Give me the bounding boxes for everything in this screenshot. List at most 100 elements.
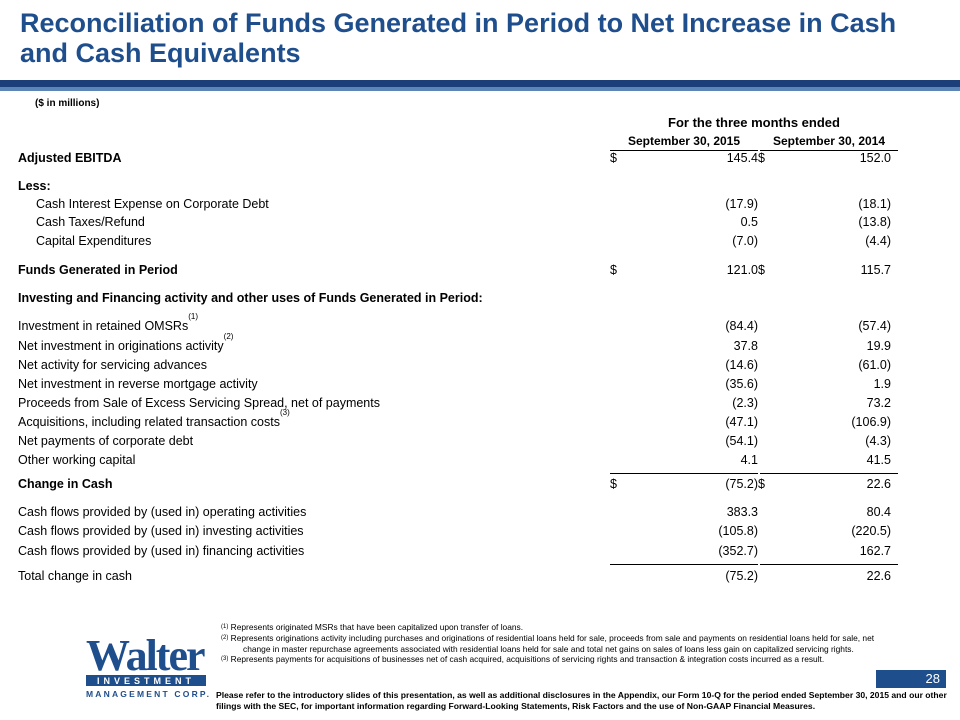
table-row: Change in Cash $ (75.2) $ 22.6: [18, 476, 898, 493]
header-rule-light: [0, 87, 960, 91]
table-row: Net activity for servicing advances (14.…: [18, 357, 898, 374]
subtotal-rule: [760, 473, 898, 474]
value-2015: (352.7): [718, 544, 758, 558]
table-row: Proceeds from Sale of Excess Servicing S…: [18, 395, 898, 412]
row-label: Net payments of corporate debt: [18, 434, 194, 448]
value-2015: (35.6): [725, 377, 758, 391]
currency-symbol: $: [610, 263, 617, 277]
row-label: Change in Cash: [18, 477, 113, 491]
table-row: Net investment in reverse mortgage activ…: [18, 376, 898, 393]
table-row: Investment in retained OMSRs(1) (84.4) (…: [18, 313, 898, 335]
header-rule-dark: [0, 80, 960, 87]
footnote-ref: (3): [279, 408, 290, 417]
column-header-2014: September 30, 2014: [760, 134, 898, 151]
logo-wordmark: Walter: [86, 631, 205, 680]
value-2015: (105.8): [718, 524, 758, 538]
currency-symbol: $: [758, 263, 765, 277]
row-label: Cash flows provided by (used in) investi…: [18, 524, 304, 538]
row-label: Total change in cash: [18, 569, 132, 583]
subtotal-rule: [610, 564, 758, 565]
table-row: Cash flows provided by (used in) investi…: [18, 523, 898, 540]
row-label: Less:: [18, 179, 51, 193]
row-label: Cash Interest Expense on Corporate Debt: [36, 197, 269, 211]
table-row: Acquisitions, including related transact…: [18, 408, 898, 431]
row-label: Net investment in reverse mortgage activ…: [18, 377, 258, 391]
currency-symbol: $: [758, 151, 765, 165]
value-2015: (14.6): [725, 358, 758, 372]
value-2015: 121.0: [726, 263, 758, 277]
value-2014: 115.7: [860, 263, 891, 277]
subtotal-rule: [610, 473, 758, 474]
value-2015: (17.9): [725, 197, 758, 211]
value-2015: 383.3: [726, 505, 758, 519]
period-header: For the three months ended: [668, 115, 840, 130]
walter-investment-logo: Walter INVESTMENT MANAGEMENT CORP.: [86, 631, 211, 699]
table-row: Other working capital 4.1 41.5: [18, 452, 898, 469]
row-label: Funds Generated in Period: [18, 263, 178, 277]
footnotes: (1) Represents originated MSRs that have…: [221, 622, 956, 665]
table-row: Funds Generated in Period $ 121.0 $ 115.…: [18, 262, 898, 279]
disclaimer: Please refer to the introductory slides …: [216, 690, 947, 711]
value-2014: 80.4: [866, 505, 891, 519]
table-row: Cash Taxes/Refund 0.5 (13.8): [18, 214, 898, 231]
value-2014: (220.5): [851, 524, 891, 538]
subtotal-rule: [760, 564, 898, 565]
value-2015: (2.3): [732, 396, 758, 410]
value-2014: (13.8): [858, 215, 891, 229]
value-2014: (4.3): [865, 434, 891, 448]
logo-line1: INVESTMENT: [97, 676, 195, 686]
row-label: Proceeds from Sale of Excess Servicing S…: [18, 396, 380, 410]
table-row: Cash flows provided by (used in) financi…: [18, 543, 898, 560]
table-row: Net payments of corporate debt (54.1) (4…: [18, 433, 898, 450]
value-2014: 73.2: [866, 396, 891, 410]
footnote-3: (3) Represents payments for acquisitions…: [221, 654, 825, 665]
footnote-1: (1) Represents originated MSRs that have…: [221, 622, 524, 632]
row-label: Other working capital: [18, 453, 136, 467]
column-header-2015: September 30, 2015: [610, 134, 758, 151]
footnote-ref: (1): [188, 312, 198, 321]
value-2015: (75.2): [725, 477, 758, 491]
table-row: Cash flows provided by (used in) operati…: [18, 504, 898, 521]
value-2014: 41.5: [866, 453, 891, 467]
value-2014: 152.0: [859, 151, 891, 165]
row-label: Capital Expenditures: [36, 234, 152, 248]
currency-symbol: $: [610, 151, 617, 165]
units-note: ($ in millions): [35, 98, 100, 109]
table-row: Total change in cash (75.2) 22.6: [18, 568, 898, 585]
value-2014: 162.7: [859, 544, 891, 558]
table-row: Net investment in originations activity(…: [18, 332, 898, 355]
value-2015: (7.0): [732, 234, 758, 248]
value-2014: (61.0): [858, 358, 891, 372]
logo-line2: MANAGEMENT CORP.: [86, 689, 211, 699]
slide-title: Reconciliation of Funds Generated in Per…: [20, 8, 897, 68]
table-row: Investing and Financing activity and oth…: [18, 290, 898, 307]
value-2014: (18.1): [858, 197, 891, 211]
logo-band: [86, 675, 206, 686]
value-2014: 22.6: [866, 477, 891, 491]
row-label: Cash flows provided by (used in) operati…: [18, 505, 307, 519]
row-label: Cash flows provided by (used in) financi…: [18, 544, 305, 558]
row-label: Acquisitions, including related transact…: [18, 408, 290, 430]
currency-symbol: $: [610, 477, 617, 491]
row-label: Cash Taxes/Refund: [36, 215, 145, 229]
value-2015: (75.2): [725, 569, 758, 583]
value-2015: 4.1: [740, 453, 758, 467]
value-2014: (4.4): [865, 234, 891, 248]
value-2014: (57.4): [858, 319, 891, 333]
value-2014: 1.9: [873, 377, 891, 391]
section-heading: Investing and Financing activity and oth…: [18, 291, 483, 305]
value-2015: (54.1): [725, 434, 758, 448]
value-2014: 19.9: [866, 339, 891, 353]
table-row: Adjusted EBITDA $ 145.4 $ 152.0: [18, 150, 898, 167]
value-2014: (106.9): [851, 415, 891, 429]
row-label: Net activity for servicing advances: [18, 358, 207, 372]
table-row: Cash Interest Expense on Corporate Debt …: [18, 196, 898, 213]
value-2015: 37.8: [733, 339, 758, 353]
table-row: Capital Expenditures (7.0) (4.4): [18, 233, 898, 250]
footnote-2: (2) Represents originations activity inc…: [221, 632, 875, 654]
value-2015: 0.5: [740, 215, 758, 229]
value-2015: (84.4): [725, 319, 758, 333]
row-label: Net investment in originations activity(…: [18, 332, 234, 354]
row-label: Adjusted EBITDA: [18, 151, 122, 165]
footnote-ref: (2): [223, 332, 234, 341]
